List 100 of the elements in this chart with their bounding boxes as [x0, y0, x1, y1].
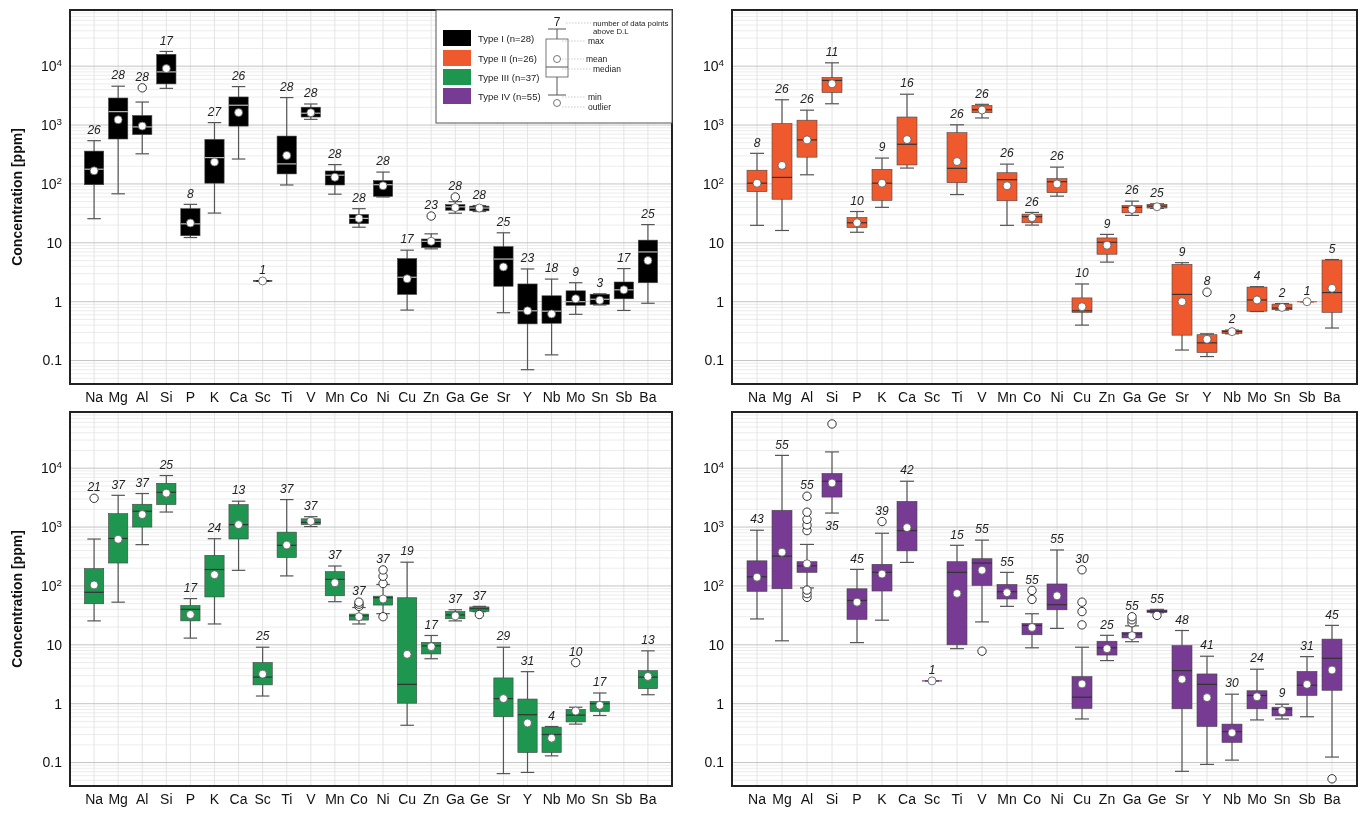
text: 5	[1328, 241, 1336, 256]
annotation: median	[593, 64, 622, 74]
text: 55	[975, 522, 989, 537]
legend-label: Type IV (n=55)	[478, 90, 541, 102]
x-tick-label: Mn	[997, 791, 1017, 807]
y-tick-label: 10$^{4}$	[702, 458, 725, 477]
text: 23	[520, 251, 535, 266]
y-tick-label: 10$^{3}$	[702, 517, 725, 535]
x-tick-label: K	[209, 389, 220, 405]
text: 10	[1075, 266, 1089, 281]
text: 48	[1175, 612, 1189, 627]
x-tick-label: Sn	[1273, 791, 1291, 807]
x-tick-label: Ti	[951, 791, 963, 807]
x-tick-label: Ni	[376, 389, 390, 405]
text: 37	[352, 584, 366, 599]
text: 25	[1100, 617, 1114, 632]
text: 26	[975, 86, 989, 101]
text: 26	[800, 92, 814, 107]
x-tick-label: Ge	[1147, 791, 1167, 807]
text: 9	[1178, 244, 1186, 259]
text: 17	[593, 675, 607, 690]
x-tick-label: Si	[160, 791, 173, 807]
x-tick-label: Mo	[1247, 791, 1267, 807]
x-tick-label: Al	[800, 791, 814, 807]
text: 45	[1325, 607, 1339, 622]
text: 17	[617, 250, 631, 265]
x-tick-label: Nb	[1223, 791, 1242, 807]
x-tick-label: Mg	[772, 389, 792, 405]
x-tick-label: Co	[350, 791, 369, 807]
text: 28	[111, 68, 125, 83]
x-tick-label: Ga	[1122, 791, 1142, 807]
x-tick-label: Mo	[565, 791, 586, 807]
y-axis-title: Concentration [ppm]	[9, 530, 25, 668]
x-tick-label: Nb	[542, 791, 561, 807]
text: 28	[376, 154, 390, 169]
legend-label: Type III (n=37)	[478, 71, 540, 83]
text: 26	[950, 107, 964, 122]
x-tick-label: K	[877, 389, 888, 405]
x-tick-label: Sr	[1175, 389, 1190, 405]
x-tick-label: Ge	[470, 389, 489, 405]
x-tick-label: Al	[136, 791, 149, 807]
y-tick-label: 10	[46, 636, 63, 653]
x-tick-label: Sc	[923, 389, 941, 405]
y-tick-label: 0.1	[704, 754, 725, 771]
text: 26	[775, 81, 789, 96]
text: 42	[900, 463, 914, 478]
text: 26	[1000, 146, 1014, 161]
x-tick-label: Co	[350, 389, 369, 405]
text: 8	[187, 186, 194, 201]
text: 55	[1000, 554, 1014, 569]
text: 29	[496, 629, 511, 644]
x-tick-label: Si	[160, 389, 173, 405]
x-tick-label: Zn	[1098, 791, 1116, 807]
x-tick-label: Zn	[1098, 389, 1116, 405]
y-tick-label: 1	[716, 695, 725, 712]
x-tick-label: Nb	[1223, 389, 1242, 405]
x-tick-label: Cu	[398, 791, 417, 807]
text: 55	[800, 478, 814, 493]
x-tick-label: Na	[748, 791, 767, 807]
x-tick-label: P	[852, 791, 862, 807]
x-tick-label: Mn	[997, 389, 1017, 405]
x-tick-label: V	[977, 389, 988, 405]
text: 9	[1103, 216, 1111, 231]
x-tick-label: Ca	[229, 791, 248, 807]
x-tick-label: Na	[85, 389, 104, 405]
x-tick-label: Ni	[1050, 389, 1064, 405]
text: 28	[304, 86, 318, 101]
text: 9	[1278, 686, 1286, 701]
text: 31	[1300, 638, 1314, 653]
x-tick-label: Al	[800, 389, 814, 405]
x-tick-label: Sc	[254, 791, 271, 807]
y-tick-label: 10$^{3}$	[702, 115, 725, 133]
x-tick-label: Mo	[565, 389, 586, 405]
text: 9	[878, 140, 886, 155]
x-tick-label: Na	[748, 389, 767, 405]
text: 1	[928, 663, 936, 678]
text: 2	[1228, 312, 1236, 327]
text: 55	[1025, 572, 1039, 587]
text: 11	[825, 45, 839, 60]
text: 37	[304, 498, 318, 513]
x-tick-label: Sn	[591, 791, 609, 807]
x-tick-label: Ba	[1323, 389, 1341, 405]
y-tick-label: 1	[716, 293, 725, 310]
x-tick-label: P	[852, 389, 862, 405]
x-tick-label: Sn	[591, 389, 609, 405]
x-tick-label: Na	[85, 791, 104, 807]
text: 18	[544, 261, 559, 276]
text: 3	[596, 276, 604, 291]
x-tick-label: P	[185, 389, 196, 405]
legend-label: Type I (n=28)	[478, 32, 535, 44]
y-tick-label: 10	[708, 234, 725, 251]
text: 55	[1150, 591, 1164, 606]
text: 55	[1125, 598, 1139, 613]
text: 30	[1075, 552, 1089, 566]
y-tick-label: 10	[708, 636, 725, 653]
text: 37	[135, 475, 149, 490]
x-tick-label: Ga	[445, 389, 465, 405]
x-tick-label: V	[306, 389, 317, 405]
x-tick-label: Sb	[615, 791, 633, 807]
text: 15	[950, 527, 964, 542]
